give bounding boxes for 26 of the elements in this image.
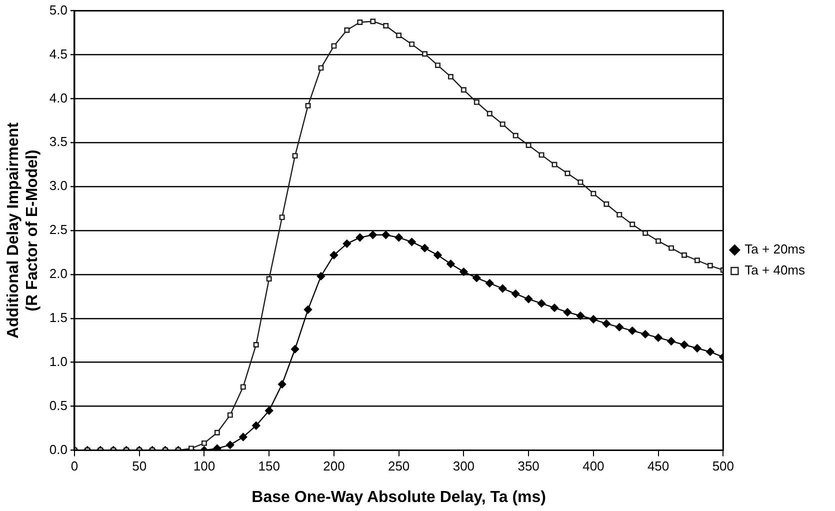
y-tick-label: 1.5 bbox=[49, 310, 68, 325]
x-tick-label: 500 bbox=[712, 458, 734, 474]
x-tick-label: 50 bbox=[132, 458, 147, 474]
legend-label: Ta + 40ms bbox=[744, 262, 806, 278]
y-tick-label: 3.0 bbox=[49, 178, 68, 194]
y-tick-label: 0.5 bbox=[49, 398, 68, 413]
x-tick-label: 400 bbox=[582, 458, 604, 474]
y-tick-label: 3.5 bbox=[49, 134, 68, 150]
y-tick-label: 5.0 bbox=[49, 2, 68, 18]
x-tick-label: 150 bbox=[258, 458, 280, 474]
legend-label: Ta + 20ms bbox=[744, 242, 806, 257]
y-tick-label: 1.0 bbox=[49, 354, 68, 369]
x-tick-label: 450 bbox=[647, 458, 670, 474]
y-tick-label: 2.0 bbox=[49, 266, 68, 282]
x-tick-label: 350 bbox=[518, 458, 540, 474]
y-tick-label: 2.5 bbox=[49, 222, 68, 238]
x-tick-label: 250 bbox=[388, 458, 410, 474]
y-tick-label: 0.0 bbox=[49, 442, 68, 457]
y-tick-label: 4.5 bbox=[49, 46, 68, 62]
y-axis-title: Additional Delay Impairment (R Factor of E-Model) bbox=[5, 122, 42, 339]
x-tick-label: 300 bbox=[452, 458, 475, 474]
x-tick-label: 100 bbox=[193, 458, 216, 474]
x-tick-label: 200 bbox=[323, 458, 345, 474]
x-tick-label: 0 bbox=[70, 458, 78, 474]
x-axis-title: Base One-Way Absolute Delay, Ta (ms) bbox=[252, 488, 546, 506]
y-tick-label: 4.0 bbox=[49, 90, 68, 106]
